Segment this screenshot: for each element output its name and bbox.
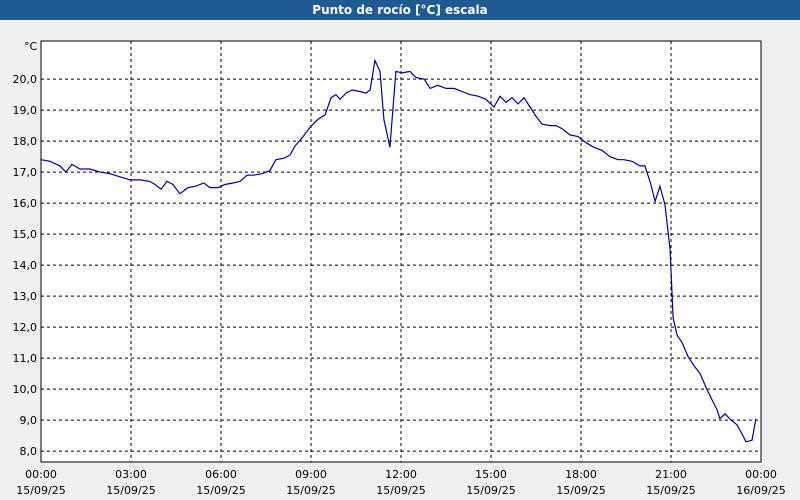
x-tick-label: 15:00 15/09/25 [466, 468, 515, 497]
data-line [40, 58, 757, 443]
x-tick-label: 21:00 15/09/25 [646, 468, 695, 497]
x-tick-line: 15/09/25 [556, 484, 605, 497]
y-tick-label: 12,0 [13, 321, 38, 334]
y-tick-label: 20,0 [13, 73, 38, 86]
x-tick-label: 06:00 15/09/25 [196, 468, 245, 497]
y-tick-label: 11,0 [13, 352, 38, 365]
x-tick-line: 15/09/25 [376, 484, 425, 497]
x-tick-line: 18:00 [565, 468, 597, 481]
x-tick-label: 00:00 15/09/25 [16, 468, 65, 497]
x-tick-line: 00:00 [25, 468, 57, 481]
y-tick-label: 19,0 [13, 104, 38, 117]
y-tick-label: 14,0 [13, 259, 38, 272]
x-tick-label: 12:00 15/09/25 [376, 468, 425, 497]
x-tick-label: 18:00 15/09/25 [556, 468, 605, 497]
x-tick-line: 15/09/25 [286, 484, 335, 497]
x-tick-line: 06:00 [205, 468, 237, 481]
y-tick-label: 10,0 [13, 383, 38, 396]
y-tick-label: 13,0 [13, 290, 38, 303]
title-bar [0, 0, 800, 20]
x-tick-label: 00:00 16/09/25 [736, 468, 785, 497]
chart-title: Punto de rocío [°C] escala [312, 3, 487, 17]
x-tick-line: 15/09/25 [196, 484, 245, 497]
y-tick-label: 18,0 [13, 135, 38, 148]
y-tick-label: 15,0 [13, 228, 38, 241]
x-tick-line: 12:00 [385, 468, 417, 481]
x-tick-line: 03:00 [115, 468, 147, 481]
x-tick-line: 16/09/25 [736, 484, 785, 497]
x-tick-line: 15/09/25 [466, 484, 515, 497]
y-tick-label: 17,0 [13, 166, 38, 179]
x-tick-label: 03:00 15/09/25 [106, 468, 155, 497]
x-tick-line: 15/09/25 [106, 484, 155, 497]
x-tick-line: 15/09/25 [16, 484, 65, 497]
x-tick-line: 15/09/25 [646, 484, 695, 497]
x-tick-line: 15:00 [475, 468, 507, 481]
y-tick-label: 8,0 [20, 445, 38, 458]
x-tick-line: 21:00 [655, 468, 687, 481]
y-tick-label: 9,0 [20, 414, 38, 427]
y-unit: °C [24, 40, 38, 53]
x-tick-label: 09:00 15/09/25 [286, 468, 335, 497]
y-tick-label: 16,0 [13, 197, 38, 210]
x-tick-line: 00:00 [745, 468, 777, 481]
x-tick-line: 09:00 [295, 468, 327, 481]
